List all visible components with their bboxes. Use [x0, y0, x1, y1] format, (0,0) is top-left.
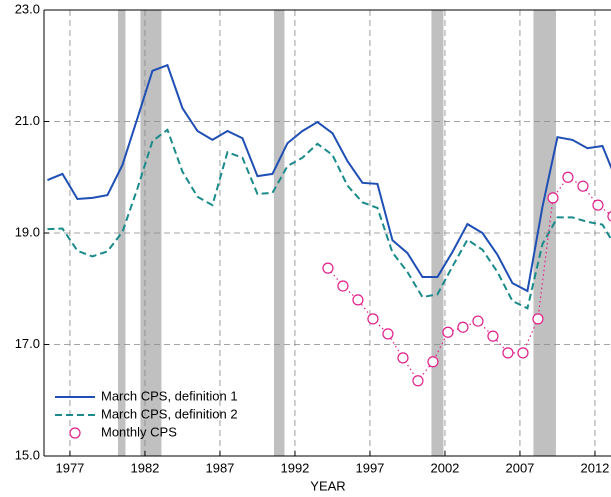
data-point	[607, 211, 611, 222]
data-point	[547, 192, 559, 204]
x-tick-label: 2007	[505, 460, 534, 475]
x-tick-label: 1987	[205, 460, 234, 475]
data-point	[412, 375, 424, 387]
x-tick-label: 2012	[580, 460, 609, 475]
legend-marker	[69, 427, 81, 439]
x-tick-label: 2002	[430, 460, 459, 475]
data-point	[472, 315, 484, 327]
y-tick-label: 17.0	[15, 336, 40, 351]
data-point	[427, 356, 439, 368]
x-tick-label: 1997	[355, 460, 384, 475]
x-axis-label: YEAR	[310, 478, 345, 493]
y-tick-label: 15.0	[15, 447, 40, 462]
data-point	[502, 347, 514, 359]
data-point	[517, 347, 529, 359]
data-point	[532, 313, 544, 325]
data-point	[382, 328, 394, 340]
labels: 15.0 17.0 19.0 21.0 23.0 1977 1982 1987 1992 1997…	[15, 1, 610, 475]
data-point	[352, 294, 364, 306]
x-tick-label: 1982	[130, 460, 159, 475]
legend-label: Monthly CPS	[101, 424, 177, 439]
series-line	[47, 63, 611, 293]
legend-label: March CPS, definition 2	[101, 406, 238, 421]
data-point	[562, 171, 574, 183]
x-tick-label: 1977	[55, 460, 84, 475]
y-tick-label: 23.0	[15, 1, 40, 16]
y-tick-label: 21.0	[15, 113, 40, 128]
legend: March CPS, definition 1 March CPS, defini…	[55, 388, 238, 439]
data-point	[337, 280, 349, 292]
x-tick-label: 1992	[280, 460, 309, 475]
data-point	[397, 352, 409, 364]
series-line	[47, 128, 611, 310]
legend-label: March CPS, definition 1	[101, 388, 238, 403]
data-point	[457, 321, 469, 333]
data-point	[577, 180, 589, 192]
data-point	[592, 199, 604, 211]
data-point	[367, 313, 379, 325]
data-point	[442, 326, 454, 338]
frame	[43, 9, 611, 457]
data-point	[487, 330, 499, 342]
data-point	[322, 262, 334, 274]
y-tick-label: 19.0	[15, 224, 40, 239]
plot-area	[47, 63, 611, 387]
shaded-period	[117, 10, 126, 456]
series-line	[327, 176, 611, 382]
